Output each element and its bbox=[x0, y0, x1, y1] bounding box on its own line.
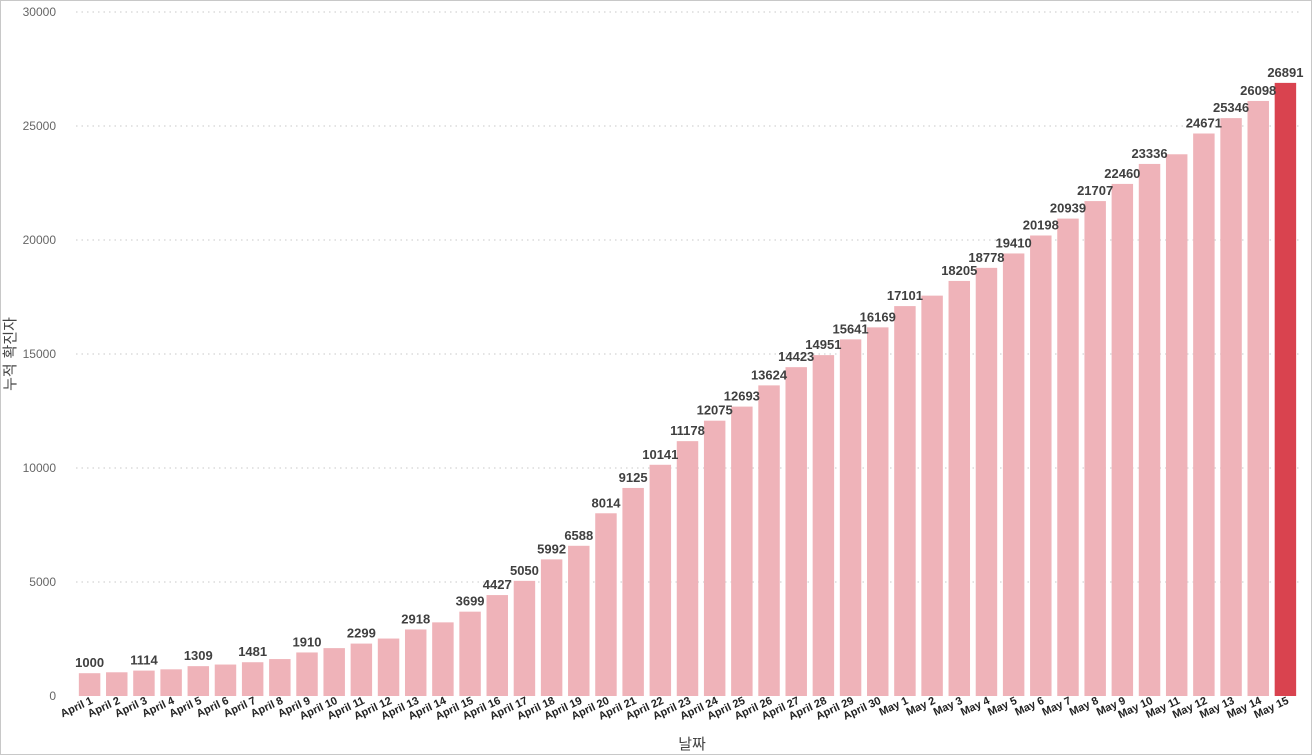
bar bbox=[404, 629, 427, 696]
data-label: 9125 bbox=[619, 470, 648, 485]
bar bbox=[785, 367, 807, 696]
y-tick-label: 0 bbox=[49, 689, 56, 703]
bar bbox=[513, 580, 536, 696]
bar bbox=[568, 545, 590, 696]
data-label: 25346 bbox=[1213, 100, 1249, 115]
data-label: 11178 bbox=[670, 423, 705, 438]
data-label: 1114 bbox=[130, 653, 158, 668]
data-label: 18205 bbox=[941, 263, 977, 278]
data-label: 4427 bbox=[483, 577, 512, 592]
data-label: 12693 bbox=[724, 389, 760, 404]
data-label: 2299 bbox=[347, 626, 376, 641]
y-tick-label: 10000 bbox=[23, 461, 57, 475]
bar bbox=[894, 306, 916, 696]
bar bbox=[160, 669, 182, 696]
data-label: 8014 bbox=[592, 495, 622, 510]
bar bbox=[1193, 133, 1215, 696]
bar bbox=[214, 664, 237, 696]
bar bbox=[1165, 154, 1188, 697]
bar bbox=[975, 267, 998, 696]
data-label: 18778 bbox=[968, 250, 1004, 265]
y-tick-label: 20000 bbox=[23, 233, 57, 247]
bar bbox=[1084, 201, 1106, 697]
data-label: 1000 bbox=[75, 655, 104, 670]
data-label: 14423 bbox=[778, 349, 814, 364]
data-label: 5992 bbox=[537, 541, 566, 556]
data-label: 1910 bbox=[293, 634, 322, 649]
data-label: 5050 bbox=[510, 563, 539, 578]
bar bbox=[187, 666, 210, 696]
data-label: 14951 bbox=[805, 337, 841, 352]
bar bbox=[731, 406, 753, 696]
bar bbox=[1057, 218, 1079, 696]
bar bbox=[867, 327, 889, 696]
data-label: 23336 bbox=[1131, 146, 1167, 161]
bar bbox=[1220, 118, 1242, 696]
bar bbox=[350, 643, 373, 696]
bar bbox=[323, 648, 345, 696]
bar bbox=[676, 441, 699, 696]
data-label: 15641 bbox=[832, 321, 868, 336]
data-label: 13624 bbox=[751, 367, 788, 382]
bar bbox=[1111, 183, 1134, 697]
data-labels: 1000 1114 1309 1481 1910 2299 2918 3699 44275050… bbox=[75, 65, 1303, 670]
bar bbox=[1002, 253, 1025, 696]
data-label: 1309 bbox=[184, 648, 213, 663]
bar bbox=[1274, 82, 1297, 697]
bars bbox=[78, 82, 1297, 697]
bar bbox=[78, 673, 101, 696]
bar bbox=[622, 487, 644, 696]
bar bbox=[921, 295, 943, 696]
bar bbox=[1247, 100, 1269, 697]
bar bbox=[649, 464, 672, 696]
data-label: 26098 bbox=[1240, 83, 1276, 98]
y-tick-label: 25000 bbox=[23, 119, 57, 133]
data-label: 22460 bbox=[1104, 166, 1140, 181]
bar bbox=[133, 670, 155, 696]
y-tick-label: 5000 bbox=[29, 575, 56, 589]
bar bbox=[241, 662, 264, 696]
bar bbox=[1138, 163, 1161, 696]
data-label: 20939 bbox=[1050, 201, 1086, 216]
bar bbox=[1030, 235, 1052, 696]
bar bbox=[106, 672, 128, 696]
data-label: 3699 bbox=[456, 594, 485, 609]
data-label: 6588 bbox=[564, 528, 593, 543]
bar bbox=[486, 595, 508, 696]
bar bbox=[948, 280, 971, 696]
data-label: 12075 bbox=[697, 403, 733, 418]
bar bbox=[758, 385, 780, 696]
bar bbox=[296, 652, 318, 696]
x-axis-title: 날짜 bbox=[678, 735, 706, 753]
y-tick-label: 30000 bbox=[23, 5, 57, 19]
data-label: 26891 bbox=[1267, 65, 1303, 80]
bar bbox=[540, 559, 563, 696]
data-label: 2918 bbox=[401, 611, 430, 626]
bar bbox=[459, 611, 481, 696]
bar bbox=[432, 622, 454, 696]
data-label: 1481 bbox=[238, 644, 267, 659]
data-label: 16169 bbox=[860, 309, 896, 324]
bar bbox=[703, 420, 726, 696]
data-label: 19410 bbox=[996, 235, 1032, 250]
y-axis-title: 누적 확진자 bbox=[1, 317, 19, 391]
data-label: 20198 bbox=[1023, 217, 1059, 232]
bar bbox=[269, 659, 291, 696]
data-label: 21707 bbox=[1077, 183, 1113, 198]
data-label: 24671 bbox=[1186, 116, 1222, 131]
y-axis-ticks: 0 5000 10000 15000 20000 25000 30000 bbox=[23, 5, 57, 703]
bar bbox=[595, 513, 617, 696]
bar bbox=[812, 355, 835, 696]
data-label: 17101 bbox=[887, 288, 923, 303]
bar bbox=[377, 638, 400, 696]
data-label: 10141 bbox=[642, 447, 678, 462]
y-tick-label: 15000 bbox=[23, 347, 57, 361]
bar bbox=[839, 339, 862, 696]
